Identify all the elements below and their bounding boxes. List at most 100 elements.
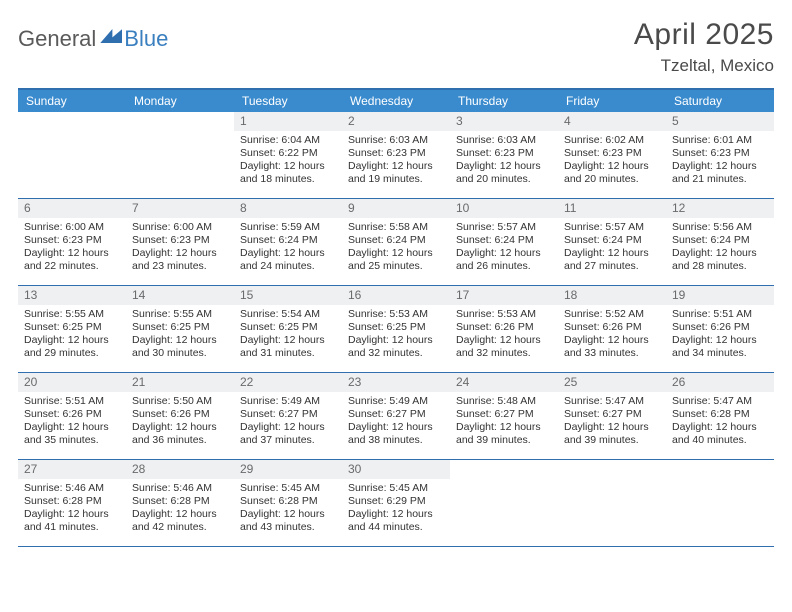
- daylight-line: Daylight: 12 hours and 31 minutes.: [240, 334, 336, 360]
- brand-part2: Blue: [124, 26, 168, 52]
- day-body: Sunrise: 5:53 AMSunset: 6:26 PMDaylight:…: [450, 305, 558, 366]
- sunrise-line: Sunrise: 5:51 AM: [24, 395, 120, 408]
- sunrise-line: Sunrise: 5:48 AM: [456, 395, 552, 408]
- day-cell: 23Sunrise: 5:49 AMSunset: 6:27 PMDayligh…: [342, 373, 450, 459]
- sunset-line: Sunset: 6:25 PM: [348, 321, 444, 334]
- sunrise-line: Sunrise: 5:58 AM: [348, 221, 444, 234]
- daylight-line: Daylight: 12 hours and 19 minutes.: [348, 160, 444, 186]
- day-number: 3: [450, 112, 558, 131]
- sunset-line: Sunset: 6:26 PM: [132, 408, 228, 421]
- sunrise-line: Sunrise: 5:57 AM: [564, 221, 660, 234]
- daylight-line: Daylight: 12 hours and 25 minutes.: [348, 247, 444, 273]
- sunset-line: Sunset: 6:25 PM: [240, 321, 336, 334]
- daylight-line: Daylight: 12 hours and 24 minutes.: [240, 247, 336, 273]
- daylight-line: Daylight: 12 hours and 44 minutes.: [348, 508, 444, 534]
- weekday-header: Saturday: [666, 90, 774, 112]
- week-row: 13Sunrise: 5:55 AMSunset: 6:25 PMDayligh…: [18, 286, 774, 373]
- day-cell: 24Sunrise: 5:48 AMSunset: 6:27 PMDayligh…: [450, 373, 558, 459]
- sunset-line: Sunset: 6:23 PM: [456, 147, 552, 160]
- daylight-line: Daylight: 12 hours and 43 minutes.: [240, 508, 336, 534]
- daylight-line: Daylight: 12 hours and 32 minutes.: [348, 334, 444, 360]
- sunrise-line: Sunrise: 5:55 AM: [24, 308, 120, 321]
- day-cell: 3Sunrise: 6:03 AMSunset: 6:23 PMDaylight…: [450, 112, 558, 198]
- day-body: Sunrise: 6:03 AMSunset: 6:23 PMDaylight:…: [450, 131, 558, 192]
- sunrise-line: Sunrise: 5:50 AM: [132, 395, 228, 408]
- day-cell: 15Sunrise: 5:54 AMSunset: 6:25 PMDayligh…: [234, 286, 342, 372]
- sunset-line: Sunset: 6:24 PM: [564, 234, 660, 247]
- day-cell: [18, 112, 126, 198]
- weekday-header: Wednesday: [342, 90, 450, 112]
- sunset-line: Sunset: 6:26 PM: [672, 321, 768, 334]
- daylight-line: Daylight: 12 hours and 20 minutes.: [564, 160, 660, 186]
- daylight-line: Daylight: 12 hours and 29 minutes.: [24, 334, 120, 360]
- brand-sail-icon: [100, 29, 122, 43]
- sunset-line: Sunset: 6:26 PM: [24, 408, 120, 421]
- daylight-line: Daylight: 12 hours and 32 minutes.: [456, 334, 552, 360]
- day-cell: 25Sunrise: 5:47 AMSunset: 6:27 PMDayligh…: [558, 373, 666, 459]
- sunset-line: Sunset: 6:29 PM: [348, 495, 444, 508]
- day-number: 13: [18, 286, 126, 305]
- day-body: Sunrise: 5:49 AMSunset: 6:27 PMDaylight:…: [342, 392, 450, 453]
- daylight-line: Daylight: 12 hours and 41 minutes.: [24, 508, 120, 534]
- day-body: Sunrise: 5:48 AMSunset: 6:27 PMDaylight:…: [450, 392, 558, 453]
- day-cell: 9Sunrise: 5:58 AMSunset: 6:24 PMDaylight…: [342, 199, 450, 285]
- sunrise-line: Sunrise: 6:03 AM: [456, 134, 552, 147]
- day-cell: 17Sunrise: 5:53 AMSunset: 6:26 PMDayligh…: [450, 286, 558, 372]
- daylight-line: Daylight: 12 hours and 39 minutes.: [456, 421, 552, 447]
- sunset-line: Sunset: 6:24 PM: [240, 234, 336, 247]
- daylight-line: Daylight: 12 hours and 22 minutes.: [24, 247, 120, 273]
- day-body: Sunrise: 6:00 AMSunset: 6:23 PMDaylight:…: [126, 218, 234, 279]
- day-body: Sunrise: 5:54 AMSunset: 6:25 PMDaylight:…: [234, 305, 342, 366]
- day-cell: 10Sunrise: 5:57 AMSunset: 6:24 PMDayligh…: [450, 199, 558, 285]
- day-cell: 13Sunrise: 5:55 AMSunset: 6:25 PMDayligh…: [18, 286, 126, 372]
- sunrise-line: Sunrise: 6:03 AM: [348, 134, 444, 147]
- sunset-line: Sunset: 6:25 PM: [24, 321, 120, 334]
- day-body: Sunrise: 5:50 AMSunset: 6:26 PMDaylight:…: [126, 392, 234, 453]
- day-body: Sunrise: 5:47 AMSunset: 6:27 PMDaylight:…: [558, 392, 666, 453]
- day-number: 8: [234, 199, 342, 218]
- day-number: 6: [18, 199, 126, 218]
- day-body: Sunrise: 5:46 AMSunset: 6:28 PMDaylight:…: [18, 479, 126, 540]
- day-number: 27: [18, 460, 126, 479]
- brand-part1: General: [18, 26, 96, 52]
- calendar: SundayMondayTuesdayWednesdayThursdayFrid…: [18, 88, 774, 547]
- day-body: Sunrise: 5:57 AMSunset: 6:24 PMDaylight:…: [450, 218, 558, 279]
- sunrise-line: Sunrise: 6:02 AM: [564, 134, 660, 147]
- day-cell: 21Sunrise: 5:50 AMSunset: 6:26 PMDayligh…: [126, 373, 234, 459]
- day-cell: 26Sunrise: 5:47 AMSunset: 6:28 PMDayligh…: [666, 373, 774, 459]
- day-body: Sunrise: 5:55 AMSunset: 6:25 PMDaylight:…: [126, 305, 234, 366]
- sunrise-line: Sunrise: 5:56 AM: [672, 221, 768, 234]
- day-body: Sunrise: 5:51 AMSunset: 6:26 PMDaylight:…: [18, 392, 126, 453]
- day-body: Sunrise: 5:58 AMSunset: 6:24 PMDaylight:…: [342, 218, 450, 279]
- day-number: 18: [558, 286, 666, 305]
- day-cell: 8Sunrise: 5:59 AMSunset: 6:24 PMDaylight…: [234, 199, 342, 285]
- day-number: 21: [126, 373, 234, 392]
- day-cell: [450, 460, 558, 546]
- day-body: Sunrise: 5:46 AMSunset: 6:28 PMDaylight:…: [126, 479, 234, 540]
- day-body: Sunrise: 5:45 AMSunset: 6:29 PMDaylight:…: [342, 479, 450, 540]
- daylight-line: Daylight: 12 hours and 26 minutes.: [456, 247, 552, 273]
- sunset-line: Sunset: 6:23 PM: [672, 147, 768, 160]
- day-body: Sunrise: 6:02 AMSunset: 6:23 PMDaylight:…: [558, 131, 666, 192]
- day-body: Sunrise: 6:00 AMSunset: 6:23 PMDaylight:…: [18, 218, 126, 279]
- week-row: 27Sunrise: 5:46 AMSunset: 6:28 PMDayligh…: [18, 460, 774, 547]
- sunset-line: Sunset: 6:23 PM: [24, 234, 120, 247]
- sunrise-line: Sunrise: 5:55 AM: [132, 308, 228, 321]
- sunrise-line: Sunrise: 5:53 AM: [456, 308, 552, 321]
- week-row: 20Sunrise: 5:51 AMSunset: 6:26 PMDayligh…: [18, 373, 774, 460]
- daylight-line: Daylight: 12 hours and 36 minutes.: [132, 421, 228, 447]
- sunset-line: Sunset: 6:27 PM: [348, 408, 444, 421]
- sunrise-line: Sunrise: 5:45 AM: [240, 482, 336, 495]
- sunset-line: Sunset: 6:27 PM: [240, 408, 336, 421]
- day-number: 15: [234, 286, 342, 305]
- day-cell: 30Sunrise: 5:45 AMSunset: 6:29 PMDayligh…: [342, 460, 450, 546]
- sunset-line: Sunset: 6:28 PM: [132, 495, 228, 508]
- day-number: 5: [666, 112, 774, 131]
- weekday-header-row: SundayMondayTuesdayWednesdayThursdayFrid…: [18, 90, 774, 112]
- day-body: Sunrise: 5:55 AMSunset: 6:25 PMDaylight:…: [18, 305, 126, 366]
- day-number: 4: [558, 112, 666, 131]
- daylight-line: Daylight: 12 hours and 33 minutes.: [564, 334, 660, 360]
- day-cell: 6Sunrise: 6:00 AMSunset: 6:23 PMDaylight…: [18, 199, 126, 285]
- day-number: 30: [342, 460, 450, 479]
- day-cell: [126, 112, 234, 198]
